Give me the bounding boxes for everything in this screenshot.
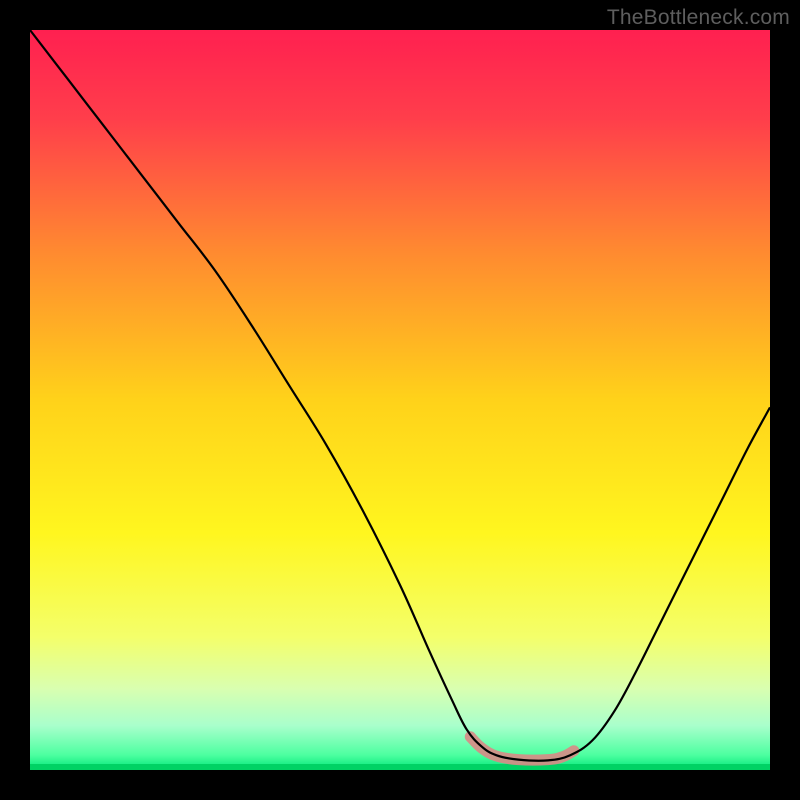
plot-background	[30, 30, 770, 770]
bottom-stripe	[30, 764, 770, 770]
watermark-text: TheBottleneck.com	[607, 6, 790, 30]
bottleneck-chart	[0, 0, 800, 800]
chart-stage: TheBottleneck.com	[0, 0, 800, 800]
